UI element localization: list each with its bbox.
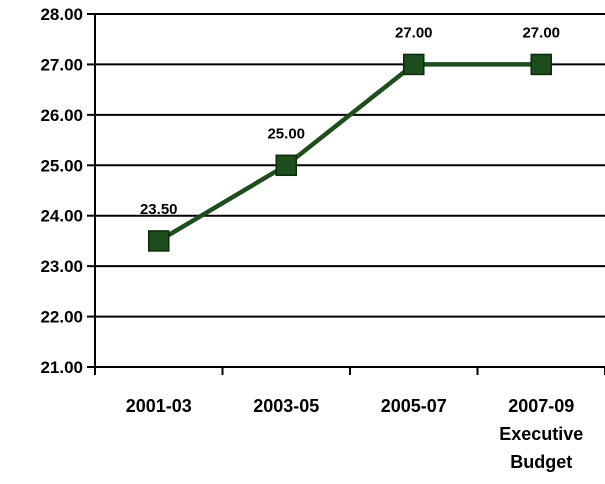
series-line xyxy=(157,62,542,243)
series-layer xyxy=(148,53,552,252)
data-point-marker xyxy=(403,53,425,76)
data-label: 27.00 xyxy=(522,24,560,41)
x-tick-label: 2005-07 xyxy=(381,396,447,416)
axes xyxy=(94,14,605,368)
data-label: 23.50 xyxy=(140,201,178,218)
y-tick-label: 24.00 xyxy=(40,207,83,226)
y-tick-label: 25.00 xyxy=(40,156,83,175)
y-tick-label: 22.00 xyxy=(40,308,83,327)
data-point-marker xyxy=(530,53,552,76)
x-tick-label: 2001-03 xyxy=(126,396,192,416)
data-label: 27.00 xyxy=(395,24,433,41)
y-tick-label: 28.00 xyxy=(40,5,83,24)
x-tick-label: 2007-09 Executive Budget xyxy=(499,396,583,472)
y-axis-ticks: 21.00 22.00 23.00 24.00 25.00 26.00 27.00 28.00 xyxy=(40,5,95,377)
y-tick-label: 27.00 xyxy=(40,55,83,74)
y-tick-label: 21.00 xyxy=(40,358,83,377)
data-labels: 23.50 25.00 27.00 27.00 xyxy=(140,24,560,218)
data-point-marker xyxy=(148,230,170,252)
x-tick-label: 2003-05 xyxy=(253,396,319,416)
gridlines xyxy=(95,13,605,368)
x-axis-ticks: 2001-03 2003-05 2005-07 2007-09 Executive Bud… xyxy=(94,367,605,472)
y-tick-label: 26.00 xyxy=(40,106,83,125)
data-point-marker xyxy=(275,154,297,177)
data-label: 25.00 xyxy=(267,125,305,142)
y-tick-label: 23.00 xyxy=(40,257,83,276)
